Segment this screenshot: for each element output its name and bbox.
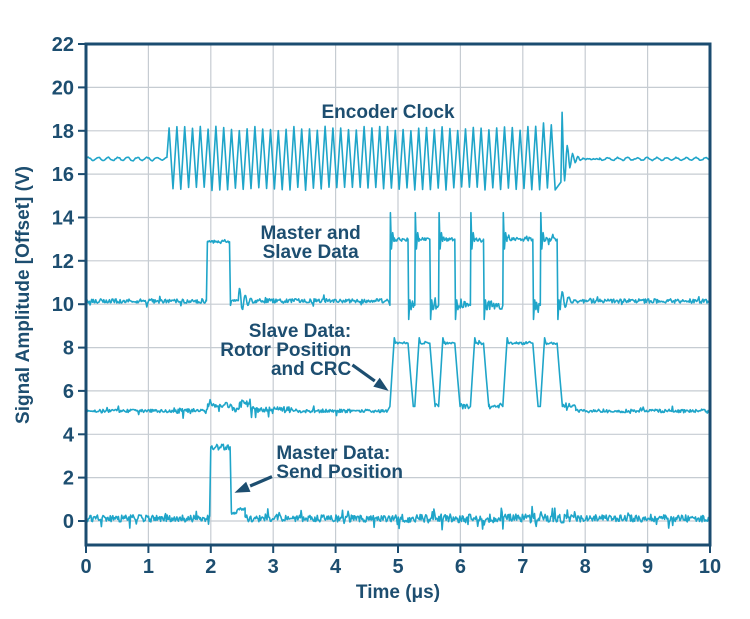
x-tick-label: 7 bbox=[517, 556, 528, 578]
annotation-arrowhead bbox=[373, 377, 389, 391]
annotation-line: Slave Data bbox=[262, 241, 359, 263]
annotation-slave-data: Slave Data: Rotor Position and CRC bbox=[220, 322, 351, 379]
annotation-arrow-line bbox=[351, 363, 376, 383]
annotation-encoder-clock: Encoder Clock bbox=[321, 103, 454, 122]
x-tick-label: 4 bbox=[330, 556, 342, 578]
y-tick-label: 14 bbox=[52, 208, 75, 230]
x-tick-label: 0 bbox=[80, 556, 91, 578]
y-tick-label: 6 bbox=[63, 381, 74, 403]
y-tick-label: 20 bbox=[52, 77, 74, 99]
x-tick-label: 10 bbox=[699, 556, 721, 578]
x-tick-label: 2 bbox=[205, 556, 216, 578]
x-tick-label: 5 bbox=[392, 556, 403, 578]
annotation-line: Master Data: bbox=[276, 443, 391, 465]
x-tick-label: 6 bbox=[455, 556, 466, 578]
y-tick-label: 16 bbox=[52, 164, 74, 186]
x-tick-label: 1 bbox=[143, 556, 154, 578]
annotation-arrowhead bbox=[234, 481, 251, 493]
x-tick-label: 3 bbox=[268, 556, 279, 578]
slave-trace bbox=[86, 337, 710, 419]
annotation-line: Encoder Clock bbox=[321, 101, 455, 123]
bus-trace bbox=[86, 211, 710, 321]
annotation-arrow-line bbox=[249, 475, 273, 488]
y-tick-label: 4 bbox=[63, 424, 75, 446]
annotation-line: Rotor Position bbox=[220, 339, 352, 361]
y-axis-title: Signal Amplitude [Offset] (V) bbox=[13, 166, 34, 424]
y-tick-label: 22 bbox=[52, 34, 74, 56]
clock-trace bbox=[86, 111, 710, 192]
x-tick-label: 9 bbox=[642, 556, 653, 578]
annotation-master-slave-data: Master and Slave Data bbox=[260, 224, 360, 262]
y-tick-label: 10 bbox=[52, 294, 74, 316]
annotation-line: Send Position bbox=[276, 462, 403, 484]
y-tick-label: 2 bbox=[63, 468, 74, 490]
y-tick-label: 18 bbox=[52, 121, 74, 143]
y-tick-label: 8 bbox=[63, 338, 74, 360]
annotation-line: and CRC bbox=[270, 358, 352, 380]
y-tick-label: 0 bbox=[63, 511, 74, 533]
x-axis-title: Time (μs) bbox=[355, 582, 441, 603]
plot-frame bbox=[84, 42, 712, 547]
master-trace bbox=[86, 443, 710, 531]
y-tick-label: 12 bbox=[52, 251, 74, 273]
annotation-master-data: Master Data: Send Position bbox=[276, 444, 403, 482]
x-tick-label: 8 bbox=[580, 556, 591, 578]
annotation-line: Master and bbox=[260, 222, 361, 244]
annotation-line: Slave Data: bbox=[248, 320, 352, 342]
